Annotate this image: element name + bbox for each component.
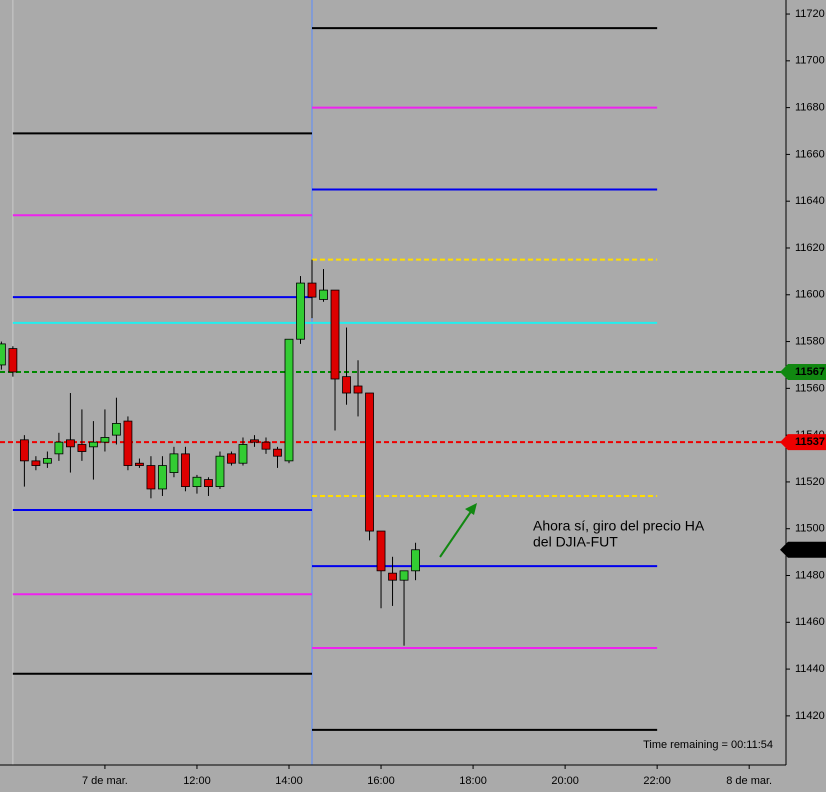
candle-body [146,465,156,490]
candle-body [204,479,213,488]
price-tag-label: 11491 [795,544,825,556]
candle-body [8,348,18,373]
candle-body [54,441,64,455]
candle-body [388,572,397,581]
candle-body [169,453,179,473]
annotation-text: Ahora sí, giro del precio HA [533,518,705,534]
candle-body [319,289,328,300]
annotation-arrow [439,509,473,558]
candle-body [123,420,133,466]
candle-body [192,476,202,488]
candle-body [31,460,41,466]
candle-body [100,437,110,443]
annotation-arrowhead [465,503,477,515]
candle-body [112,423,121,436]
candle-body [307,282,317,298]
candle-body [19,439,29,462]
y-tick-label: 11660 [795,148,825,160]
y-tick-label: 11720 [795,8,825,20]
candle-body [376,530,386,572]
y-tick-label: 11620 [795,242,825,254]
y-tick-label: 11520 [795,476,825,488]
candle-body [284,338,294,462]
price-tag [780,434,826,451]
x-tick-label: 12:00 [183,775,211,787]
candle-body [342,376,351,394]
candle-body [77,444,87,452]
y-tick-label: 11580 [795,335,825,347]
y-tick-label: 11440 [795,663,825,675]
price-tag-label: 11537 [795,436,825,448]
candle-body [273,448,282,457]
price-tag [780,541,826,558]
x-tick-label: 7 de mar. [82,775,128,787]
y-tick-label: 11700 [795,55,825,67]
candle-body [181,453,190,488]
candle-body [330,289,340,380]
candle-body [261,441,271,450]
y-tick-label: 11480 [795,569,825,581]
y-tick-label: 11600 [795,289,825,301]
x-tick-label: 18:00 [459,775,487,787]
y-tick-label: 11680 [795,102,825,114]
candle-body [411,549,420,572]
price-tag-label: 11567 [795,366,825,378]
y-tick-label: 11420 [795,710,825,722]
y-tick-label: 11640 [795,195,825,207]
candle-body [42,458,52,464]
x-tick-label: 16:00 [367,775,395,787]
candle-body [365,392,374,532]
candle-body [0,343,6,366]
y-tick-label: 11500 [795,523,825,535]
annotation-text: del DJIA-FUT [533,534,618,550]
candle-body [296,282,305,340]
x-tick-label: 20:00 [551,775,579,787]
candle-body [353,385,363,394]
candle-body [399,570,409,581]
candle-body [89,441,98,448]
candle-body [135,462,144,466]
time-remaining: Time remaining = 00:11:54 [643,739,773,751]
plot-area [0,0,786,765]
candle-body [158,465,167,490]
y-tick-label: 11460 [795,616,825,628]
x-tick-label: 8 de mar. [726,775,772,787]
candle-body [66,439,75,448]
candle-body [227,453,236,464]
candle-body [215,455,225,488]
candle-body [238,444,248,464]
x-tick-label: 14:00 [275,775,303,787]
x-tick-label: 22:00 [643,775,671,787]
price-tag [780,363,826,380]
y-tick-label: 11560 [795,382,825,394]
candle-body [250,439,259,443]
